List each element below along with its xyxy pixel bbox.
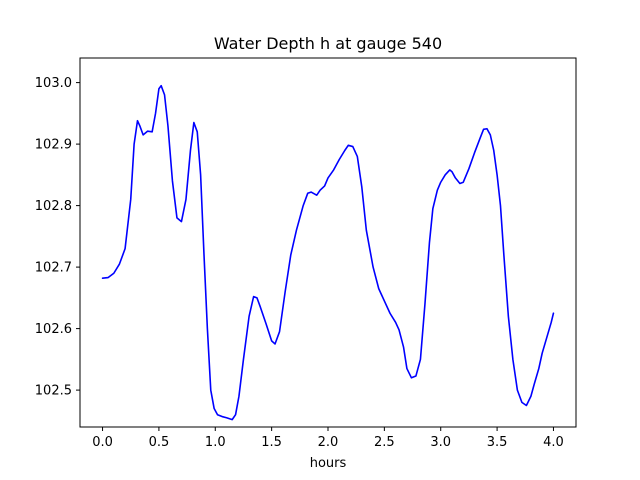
y-tick-label: 102.7 [35,261,72,276]
y-tick-label: 102.6 [35,322,72,337]
series-line-0 [101,84,555,421]
x-axis-label: hours [310,456,347,471]
y-tick-label: 102.5 [35,384,72,399]
x-tick-label: 4.0 [543,435,564,450]
y-tick-label: 102.9 [35,138,72,153]
y-tick-label: 103.0 [35,76,72,91]
chart-title: Water Depth h at gauge 540 [214,34,442,53]
y-tick-label: 102.8 [35,199,72,214]
x-tick-label: 1.0 [205,435,226,450]
x-tick-label: 2.5 [374,435,395,450]
x-tick-label: 3.0 [430,435,451,450]
x-tick-label: 0.0 [92,435,113,450]
x-axis: 0.0 0.5 1.0 1.5 2.0 2.5 3.0 3.5 4.0 [92,427,564,450]
x-tick-label: 1.5 [261,435,282,450]
x-tick-label: 0.5 [149,435,170,450]
plot-series-group [101,84,555,421]
y-axis: 102.5 102.6 102.7 102.8 102.9 103.0 [35,76,80,399]
x-tick-label: 3.5 [487,435,508,450]
x-tick-label: 2.0 [318,435,339,450]
